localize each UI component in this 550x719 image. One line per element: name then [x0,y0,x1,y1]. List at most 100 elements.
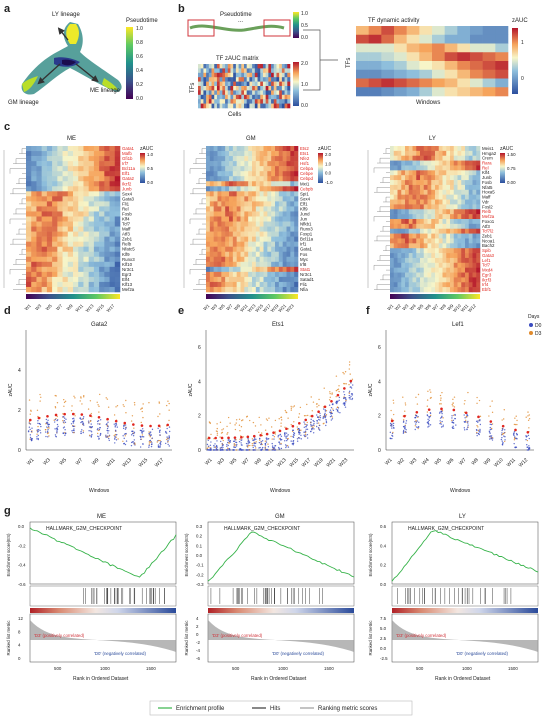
matrix-cell [260,99,264,104]
heatmap-cell [232,156,237,162]
heatmap-cell [240,196,245,202]
heatmap-cell [232,261,237,268]
dotplot-point [90,436,93,438]
heatmap-cell [286,176,291,182]
heatmap-cell [465,170,470,176]
matrix-cell [257,64,261,69]
dotplot-point [71,430,73,432]
heatmap-cell [405,165,410,171]
dotplot-point [300,434,302,436]
dotplot-point [80,397,82,399]
heatmap-legend-tick: 0.00 [507,180,516,185]
gene-label: Jund [300,211,310,216]
dotplot-point [343,394,346,396]
heatmap-cell [52,151,58,157]
dotplot-point [504,429,506,431]
heatmap-cell [465,194,470,200]
heatmap-cell [67,221,74,227]
heatmap-cell [450,253,455,259]
dotplot-point [74,415,76,417]
heatmap-cell [244,251,249,258]
heatmap-cell [93,226,100,232]
heatmap-cell [248,181,253,187]
matrix-cell [198,68,202,74]
heatmap-cell [209,226,214,232]
dynamic-cell [394,26,407,36]
heatmap-cell [57,191,63,197]
heatmap-cell [221,216,226,222]
heatmap-cell [457,155,462,161]
heatmap-cell [36,231,42,237]
heatmap-cell [423,160,428,166]
dotplot-point [271,442,273,445]
heatmap-cell [213,236,218,242]
dotplot-point [216,430,218,433]
heatmap-cell [438,287,443,293]
heatmap-cell [275,166,280,172]
window-tick: W6 [424,303,433,312]
heatmap-cell [275,231,280,237]
matrix-cell [225,94,229,100]
dotplot-mean [227,436,230,440]
dynamic-ylabel: TFs [346,58,352,68]
dotplot-point [303,434,305,436]
gene-label: Nfia [300,287,308,292]
heatmap-cell [461,165,466,171]
dotplot-point [439,394,442,397]
dotplot-point [235,449,238,451]
heatmap-cell [476,228,481,234]
dotplot-point [108,437,110,440]
dotplot-xtick: W15 [138,457,150,469]
dotplot-mean [501,424,505,428]
heatmap-cell [213,216,218,222]
dotplot-point [525,436,528,438]
dotplot-point [389,431,392,434]
matrix-cell [249,103,253,109]
heatmap-cell [248,191,253,197]
heatmap-cell [31,171,37,177]
dynamic-cell [394,61,407,71]
matrix-cell [206,103,210,109]
heatmap-cell [282,166,287,172]
dynamic-cell [406,87,420,97]
matrix-cell [254,90,258,96]
heatmap-cell [236,286,241,293]
heatmap-cell [286,156,291,162]
heatmap-cell [431,146,436,152]
heatmap-cell [263,156,268,162]
heatmap-cell [393,272,398,278]
pseudotime-legend-tick: 0.0 [136,96,143,102]
heatmap-cell [468,228,473,234]
gene-label: Tcf7 [482,263,491,268]
window-tick: W11 [74,303,84,313]
heatmap-cell [453,209,458,215]
matrix-cell [225,99,229,104]
dotplot-point [240,426,243,428]
gene-label: Tcf7l2 [482,229,494,234]
dotplot-mean [390,419,394,423]
heatmap-cell [267,246,272,253]
dynamic-cell [394,87,407,97]
heatmap-cell [401,199,406,205]
heatmap-cell [206,191,211,197]
dotplot-point [300,429,302,431]
heatmap-cell [78,236,84,242]
heatmap-cell [252,176,257,182]
heatmap-cell [390,180,395,186]
dotplot-point [489,438,491,440]
dotplot-point [97,427,99,430]
dotplot-point [332,408,334,410]
heatmap-cell [52,236,58,242]
dynamic-cell [457,69,471,79]
heatmap-cell [229,211,234,217]
heatmap-cell [255,231,260,237]
dotplot-point [489,432,491,435]
heatmap-cell [109,276,116,283]
window-tick: W12 [467,303,477,313]
dotplot-point [261,440,264,442]
dotplot-point [267,443,269,445]
heatmap-cell [427,160,432,166]
heatmap-cell [453,199,458,205]
heatmap-cell [278,181,283,187]
